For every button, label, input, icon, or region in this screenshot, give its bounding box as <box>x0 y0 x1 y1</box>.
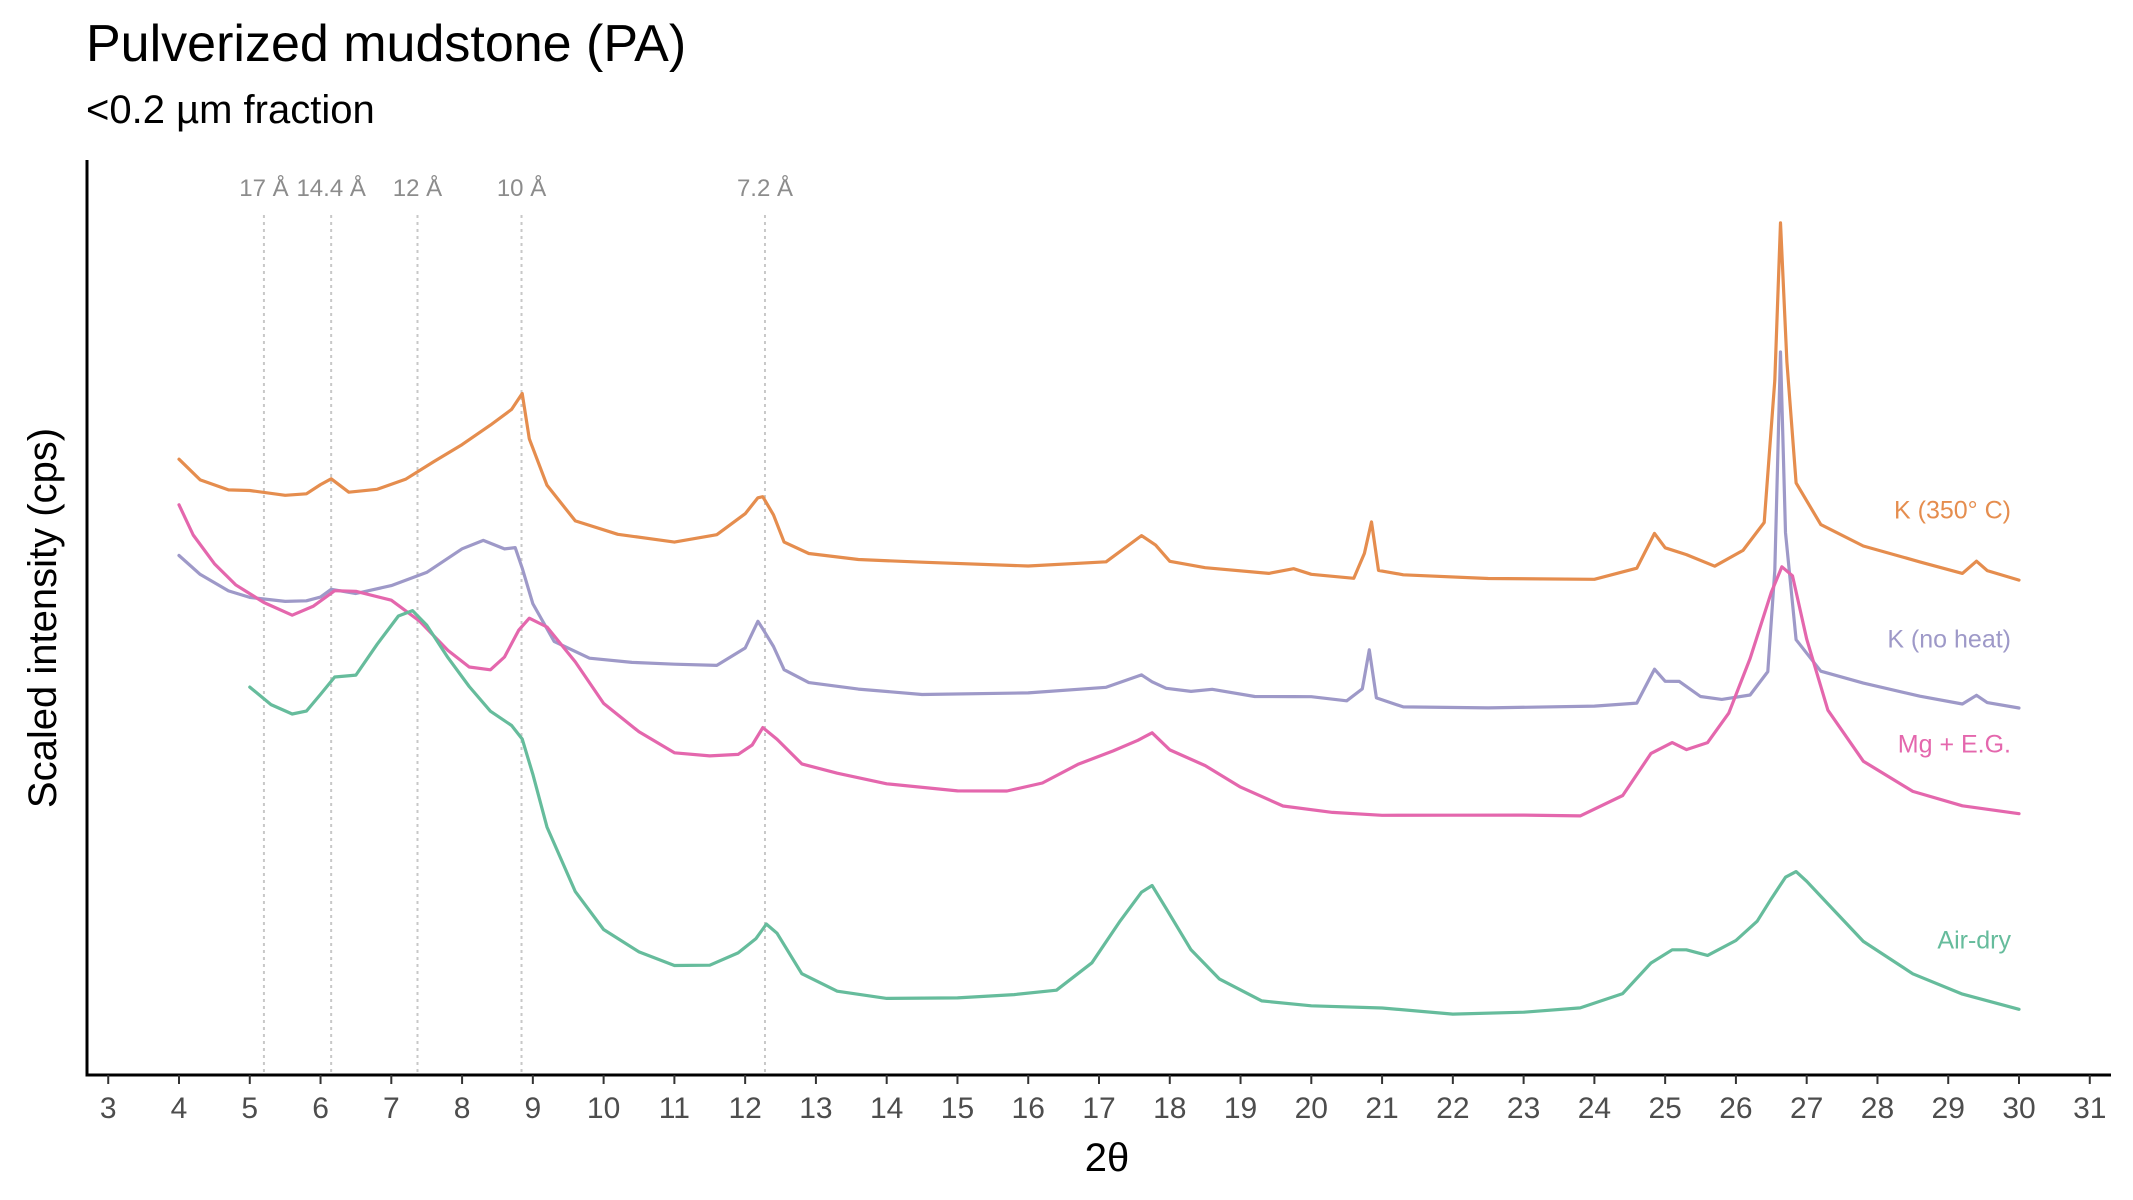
x-tick-label: 16 <box>1012 1092 1045 1125</box>
x-tick-label: 6 <box>312 1092 329 1125</box>
series-lines <box>177 221 2021 1016</box>
x-axis-ticks: 3 4 5 6 7 8 9 10 11 12 13 14 15 16 17 18 19 20 21 22 23 24 25 2… <box>100 1075 2106 1125</box>
x-tick-label: 28 <box>1861 1092 1894 1125</box>
series-label-mg-e-g: Mg + E.G. <box>1898 731 2011 759</box>
x-tick-label: 18 <box>1153 1092 1186 1125</box>
series-label-k-no-heat: K (no heat) <box>1887 626 2011 654</box>
series-label-air-dry: Air-dry <box>1937 927 2011 955</box>
x-tick-label: 20 <box>1295 1092 1328 1125</box>
series-line-mg-e-g <box>177 503 2021 818</box>
x-tick-label: 10 <box>587 1092 620 1125</box>
reference-line-label: 17 Å <box>239 174 288 202</box>
x-tick-label: 5 <box>241 1092 258 1125</box>
reference-line-label: 7.2 Å <box>737 174 793 202</box>
x-tick-label: 21 <box>1365 1092 1398 1125</box>
x-tick-label: 19 <box>1224 1092 1257 1125</box>
x-tick-label: 30 <box>2002 1092 2035 1125</box>
x-tick-label: 29 <box>1932 1092 1965 1125</box>
reference-line-label: 12 Å <box>393 174 442 202</box>
series-label-k-350-c: K (350° C) <box>1894 497 2011 525</box>
x-tick-label: 25 <box>1648 1092 1681 1125</box>
series-line-k-350-c <box>177 221 2021 582</box>
x-tick-label: 11 <box>659 1092 690 1125</box>
chart-title: Pulverized mudstone (PA) <box>86 15 687 73</box>
reference-line-label: 14.4 Å <box>296 174 365 202</box>
x-tick-label: 12 <box>728 1092 761 1125</box>
reference-lines: 17 Å 14.4 Å 12 Å 10 Å 7.2 Å <box>239 174 793 1075</box>
series-labels: K (350° C) K (no heat) Mg + E.G. Air-dry <box>1887 497 2011 955</box>
x-tick-label: 13 <box>799 1092 832 1125</box>
x-tick-label: 7 <box>383 1092 400 1125</box>
series-line-air-dry <box>248 609 2021 1016</box>
x-tick-label: 24 <box>1578 1092 1611 1125</box>
x-tick-label: 9 <box>525 1092 542 1125</box>
series-line-k-no-heat <box>177 350 2021 710</box>
x-tick-label: 27 <box>1790 1092 1823 1125</box>
x-tick-label: 8 <box>454 1092 471 1125</box>
x-tick-label: 15 <box>941 1092 974 1125</box>
x-tick-label: 4 <box>171 1092 188 1125</box>
x-tick-label: 23 <box>1507 1092 1540 1125</box>
x-tick-label: 3 <box>100 1092 117 1125</box>
x-axis-title: 2θ <box>1085 1136 1130 1180</box>
x-tick-label: 31 <box>2073 1092 2106 1125</box>
x-tick-label: 26 <box>1719 1092 1752 1125</box>
x-tick-label: 17 <box>1082 1092 1115 1125</box>
y-axis-title: Scaled intensity (cps) <box>21 428 65 808</box>
x-tick-label: 14 <box>870 1092 903 1125</box>
chart-subtitle: <0.2 µm fraction <box>86 88 375 132</box>
reference-line-label: 10 Å <box>497 174 546 202</box>
x-tick-label: 22 <box>1436 1092 1469 1125</box>
